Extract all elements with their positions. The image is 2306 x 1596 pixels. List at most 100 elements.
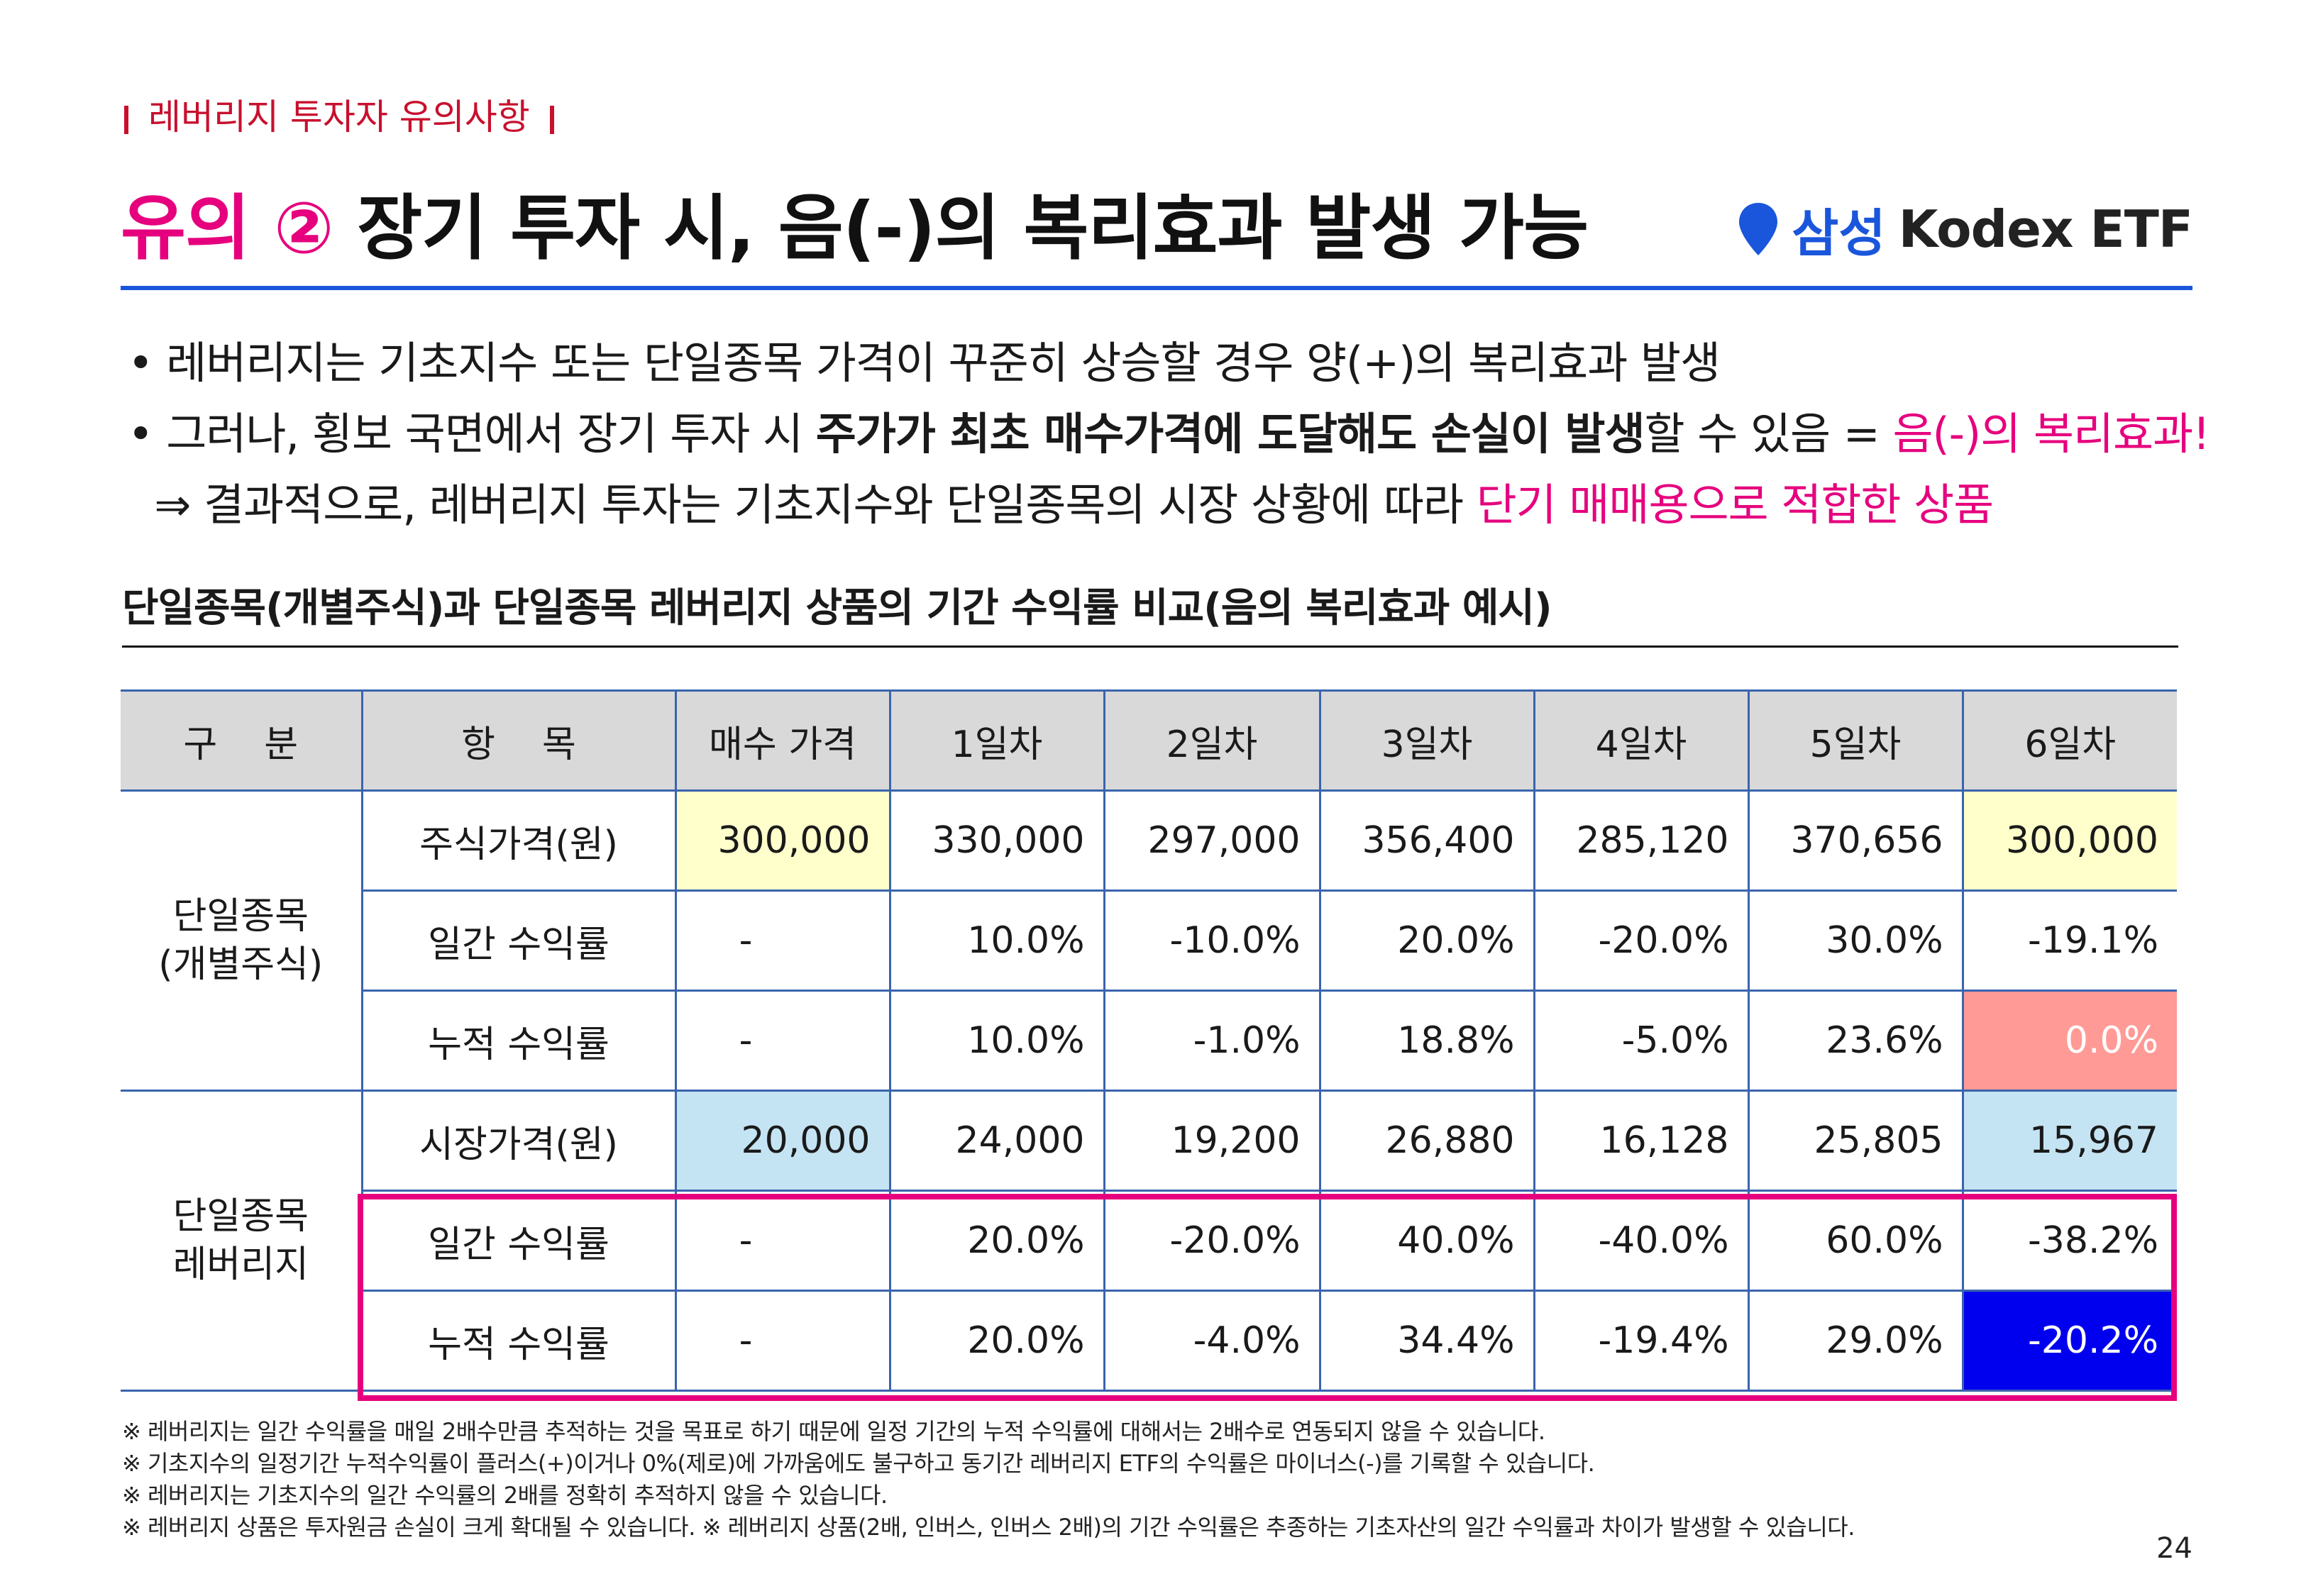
brand-name-english: Kodex ETF xyxy=(1898,199,2193,259)
table-cell: 26,880 xyxy=(1318,1090,1535,1192)
table-title: 단일종목(개별주식)과 단일종목 레버리지 상품의 기간 수익률 비교(음의 복… xyxy=(122,585,1552,631)
column-header: 매수 가격 xyxy=(674,689,891,792)
bullet-text: 할 수 있음 = xyxy=(1644,408,1893,460)
table-cell: 297,000 xyxy=(1103,789,1321,892)
column-header: 6일차 xyxy=(1961,689,2177,792)
group-label-line: (개별주식) xyxy=(158,943,324,986)
divider-bar xyxy=(549,105,554,134)
bullet-text: ⇒ 결과적으로, 레버리지 투자는 기초지수와 단일종목의 시장 상황에 따라 xyxy=(128,479,1477,531)
table-cell: -20.2% xyxy=(1961,1290,2177,1392)
row-item-label: 일간 수익률 xyxy=(362,890,677,992)
table-title-divider xyxy=(122,645,2178,648)
row-item-label: 누적 수익률 xyxy=(362,990,677,1092)
group-label-line: 단일종목 xyxy=(172,895,309,938)
table-cell: - xyxy=(674,990,891,1092)
footnote: ※ 레버리지는 기초지수의 일간 수익률의 2배를 정확히 추적하지 않을 수 … xyxy=(122,1482,888,1509)
table-cell: 0.0% xyxy=(1961,990,2177,1092)
page-number: 24 xyxy=(2156,1532,2192,1565)
table-cell: -20.0% xyxy=(1103,1190,1321,1292)
row-item-label: 시장가격(원) xyxy=(360,1090,677,1192)
table-cell: 370,656 xyxy=(1747,789,1964,892)
brand-logo: 삼성 Kodex ETF xyxy=(1738,192,2193,266)
table-row: 누적 수익률 - 20.0% -4.0% 34.4% -19.4% 29.0% … xyxy=(121,1290,2177,1392)
table-cell: 24,000 xyxy=(888,1090,1105,1192)
title-main: 장기 투자 시, 음(-)의 복리효과 발생 가능 xyxy=(333,187,1589,270)
table-cell: 25,805 xyxy=(1747,1090,1964,1192)
table-cell: 30.0% xyxy=(1747,890,1964,992)
footnote: ※ 레버리지는 일간 수익률을 매일 2배수만큼 추적하는 것을 목표로 하기 … xyxy=(122,1418,1545,1445)
table-cell: 23.6% xyxy=(1747,990,1964,1092)
table-cell: 40.0% xyxy=(1318,1190,1535,1292)
table-cell: 285,120 xyxy=(1533,789,1750,892)
group-label-stock: 단일종목 (개별주식) xyxy=(121,789,363,1092)
table-cell: -20.0% xyxy=(1533,890,1750,992)
table-cell: -19.1% xyxy=(1961,890,2177,992)
table-cell: - xyxy=(674,1290,891,1392)
table-cell: - xyxy=(674,1190,891,1292)
table-cell: -19.4% xyxy=(1533,1290,1750,1392)
table-row: 일간 수익률 - 10.0% -10.0% 20.0% -20.0% 30.0%… xyxy=(121,890,2177,992)
bullet-item: • 그러나, 횡보 국면에서 장기 투자 시 주가가 최초 매수가격에 도달해도… xyxy=(128,399,2210,470)
bullet-item: ⇒ 결과적으로, 레버리지 투자는 기초지수와 단일종목의 시장 상황에 따라 … xyxy=(128,470,2210,541)
row-item-label: 주식가격(원) xyxy=(360,789,677,892)
bullet-list: • 레버리지는 기초지수 또는 단일종목 가격이 꾸준히 상승할 경우 양(+)… xyxy=(128,328,2210,541)
bullet-highlight: 단기 매매용으로 적합한 상품 xyxy=(1476,479,1995,531)
table-cell: -5.0% xyxy=(1533,990,1750,1092)
table-header-row: 구 분 항 목 매수 가격 1일차 2일차 3일차 4일차 5일차 6일차 xyxy=(121,689,2177,792)
page-title: 유의 ② 장기 투자 시, 음(-)의 복리효과 발생 가능 xyxy=(121,170,1589,273)
row-item-label: 일간 수익률 xyxy=(362,1190,677,1292)
table-cell: 15,967 xyxy=(1961,1090,2177,1192)
table-cell: 300,000 xyxy=(1961,789,2177,892)
table-cell: 330,000 xyxy=(888,789,1105,892)
table-cell: 300,000 xyxy=(674,789,891,892)
table-cell: - xyxy=(674,890,891,992)
bullet-emphasis: 주가가 최초 매수가격에 도달해도 손실이 발생 xyxy=(815,408,1645,460)
table-cell: 60.0% xyxy=(1747,1190,1964,1292)
group-label-leverage: 단일종목 레버리지 xyxy=(121,1090,363,1392)
title-divider xyxy=(121,286,2192,290)
table-cell: 356,400 xyxy=(1318,789,1535,892)
table-cell: 20,000 xyxy=(674,1090,891,1192)
table-cell: -1.0% xyxy=(1103,990,1321,1092)
table-row: 단일종목 레버리지 시장가격(원) 20,000 24,000 19,200 2… xyxy=(121,1090,2177,1392)
bullet-highlight: 음(-)의 복리효과! xyxy=(1892,408,2210,460)
table-row: 일간 수익률 - 20.0% -20.0% 40.0% -40.0% 60.0%… xyxy=(121,1190,2177,1292)
location-pin-icon xyxy=(1739,202,1778,255)
table-cell: -40.0% xyxy=(1533,1190,1750,1292)
column-header: 항 목 xyxy=(360,689,677,792)
divider-bar xyxy=(124,105,128,134)
section-tag-label: 레버리지 투자자 유의사항 xyxy=(148,96,530,138)
title-accent: 유의 ② xyxy=(121,187,333,270)
table-row: 누적 수익률 - 10.0% -1.0% 18.8% -5.0% 23.6% 0… xyxy=(121,990,2177,1092)
column-header: 1일차 xyxy=(888,689,1105,792)
table-cell: 18.8% xyxy=(1318,990,1535,1092)
group-label-line: 단일종목 xyxy=(172,1195,309,1238)
column-header: 3일차 xyxy=(1318,689,1535,792)
comparison-table: 구 분 항 목 매수 가격 1일차 2일차 3일차 4일차 5일차 6일차 단일… xyxy=(121,689,2177,1392)
table-cell: 20.0% xyxy=(888,1190,1105,1292)
table-cell: -4.0% xyxy=(1103,1290,1321,1392)
footnote: ※ 레버리지 상품은 투자원금 손실이 크게 확대될 수 있습니다. ※ 레버리… xyxy=(122,1514,1855,1541)
brand-name-korean: 삼성 xyxy=(1792,204,1886,263)
table-cell: -38.2% xyxy=(1961,1190,2177,1292)
table-cell: 20.0% xyxy=(888,1290,1105,1392)
footnote: ※ 기초지수의 일정기간 누적수익률이 플러스(+)이거나 0%(제로)에 가까… xyxy=(122,1450,1595,1477)
row-item-label: 누적 수익률 xyxy=(362,1290,677,1392)
table-cell: 20.0% xyxy=(1318,890,1535,992)
bullet-item: • 레버리지는 기초지수 또는 단일종목 가격이 꾸준히 상승할 경우 양(+)… xyxy=(128,337,1721,389)
table-cell: 19,200 xyxy=(1103,1090,1321,1192)
group-label-line: 레버리지 xyxy=(172,1243,309,1286)
column-header: 구 분 xyxy=(121,689,363,792)
bullet-text: • 그러나, 횡보 국면에서 장기 투자 시 xyxy=(128,408,816,460)
table-cell: 34.4% xyxy=(1318,1290,1535,1392)
table-cell: 10.0% xyxy=(888,890,1105,992)
table-cell: 29.0% xyxy=(1747,1290,1964,1392)
table-row: 단일종목 (개별주식) 주식가격(원) 300,000 330,000 297,… xyxy=(121,789,2177,1092)
table-cell: -10.0% xyxy=(1103,890,1321,992)
column-header: 4일차 xyxy=(1533,689,1750,792)
table-cell: 10.0% xyxy=(888,990,1105,1092)
column-header: 5일차 xyxy=(1747,689,1964,792)
table-cell: 16,128 xyxy=(1533,1090,1750,1192)
column-header: 2일차 xyxy=(1103,689,1321,792)
footnotes: ※ 레버리지는 일간 수익률을 매일 2배수만큼 추적하는 것을 목표로 하기 … xyxy=(122,1416,1855,1544)
